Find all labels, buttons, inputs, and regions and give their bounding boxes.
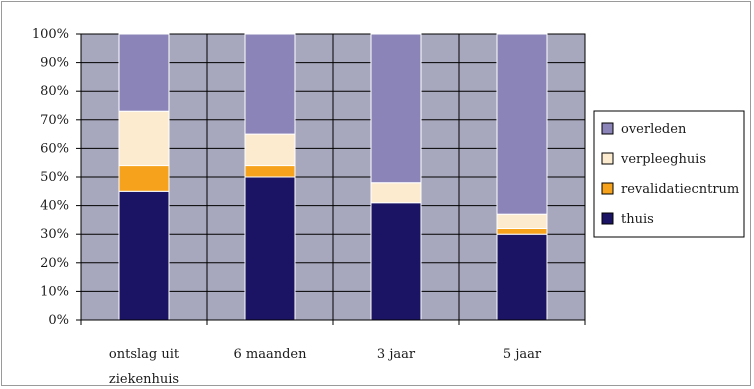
legend: overleden verpleeghuis revalidatiecntrum th… bbox=[593, 110, 745, 238]
y-axis: 0% 10% 20% 30% 40% 50% 60% 70% 80% 90% 100% bbox=[32, 27, 82, 328]
legend-swatch-thuis bbox=[601, 212, 614, 225]
bar-segment-verpleeghuis bbox=[118, 110, 170, 167]
legend-swatch-revalidatiecntrum bbox=[601, 182, 614, 195]
bar-segment-thuis bbox=[118, 190, 170, 321]
y-tick-label: 100% bbox=[32, 27, 69, 42]
bar-segment-revalidatiecntrum bbox=[496, 227, 548, 235]
y-tick-label: 80% bbox=[40, 84, 69, 99]
y-tick-label: 20% bbox=[40, 256, 69, 271]
bar-segment-verpleeghuis bbox=[370, 182, 422, 204]
bar-segment-verpleeghuis bbox=[244, 133, 296, 167]
bar-segment-verpleeghuis bbox=[496, 213, 548, 229]
category-label: 6 maanden bbox=[234, 347, 308, 362]
category-label: ziekenhuis bbox=[109, 372, 179, 387]
y-tick-label: 90% bbox=[40, 56, 69, 71]
legend-swatch-overleden bbox=[601, 122, 614, 135]
bars bbox=[118, 33, 548, 321]
category-label: 3 jaar bbox=[377, 347, 416, 362]
category-label: 5 jaar bbox=[503, 347, 542, 362]
y-tick-label: 10% bbox=[40, 284, 69, 299]
legend-label-revalidatiecntrum: revalidatiecntrum bbox=[621, 182, 739, 197]
legend-label-overleden: overleden bbox=[621, 122, 687, 137]
y-tick-label: 70% bbox=[40, 113, 69, 128]
bar-segment-overleden bbox=[496, 33, 548, 215]
bar-segment-revalidatiecntrum bbox=[244, 165, 296, 178]
bar-segment-thuis bbox=[496, 233, 548, 321]
bar-segment-overleden bbox=[244, 33, 296, 135]
bar-segment-overleden bbox=[370, 33, 422, 184]
y-tick-label: 30% bbox=[40, 227, 69, 242]
legend-box bbox=[593, 110, 745, 238]
legend-swatch-verpleeghuis bbox=[601, 152, 614, 165]
legend-label-verpleeghuis: verpleeghuis bbox=[620, 152, 706, 167]
x-axis: ontslag uit ziekenhuis 6 maanden 3 jaar 5 ja… bbox=[80, 319, 586, 387]
y-tick-label: 40% bbox=[40, 199, 69, 214]
category-label: ontslag uit bbox=[109, 347, 180, 362]
bar-segment-thuis bbox=[370, 202, 422, 321]
bar-segment-revalidatiecntrum bbox=[118, 165, 170, 192]
legend-label-thuis: thuis bbox=[621, 212, 654, 227]
bar-segment-thuis bbox=[244, 176, 296, 321]
bar-segment-overleden bbox=[118, 33, 170, 112]
y-tick-label: 0% bbox=[48, 313, 69, 328]
y-tick-label: 60% bbox=[40, 141, 69, 156]
y-tick-label: 50% bbox=[40, 170, 69, 185]
